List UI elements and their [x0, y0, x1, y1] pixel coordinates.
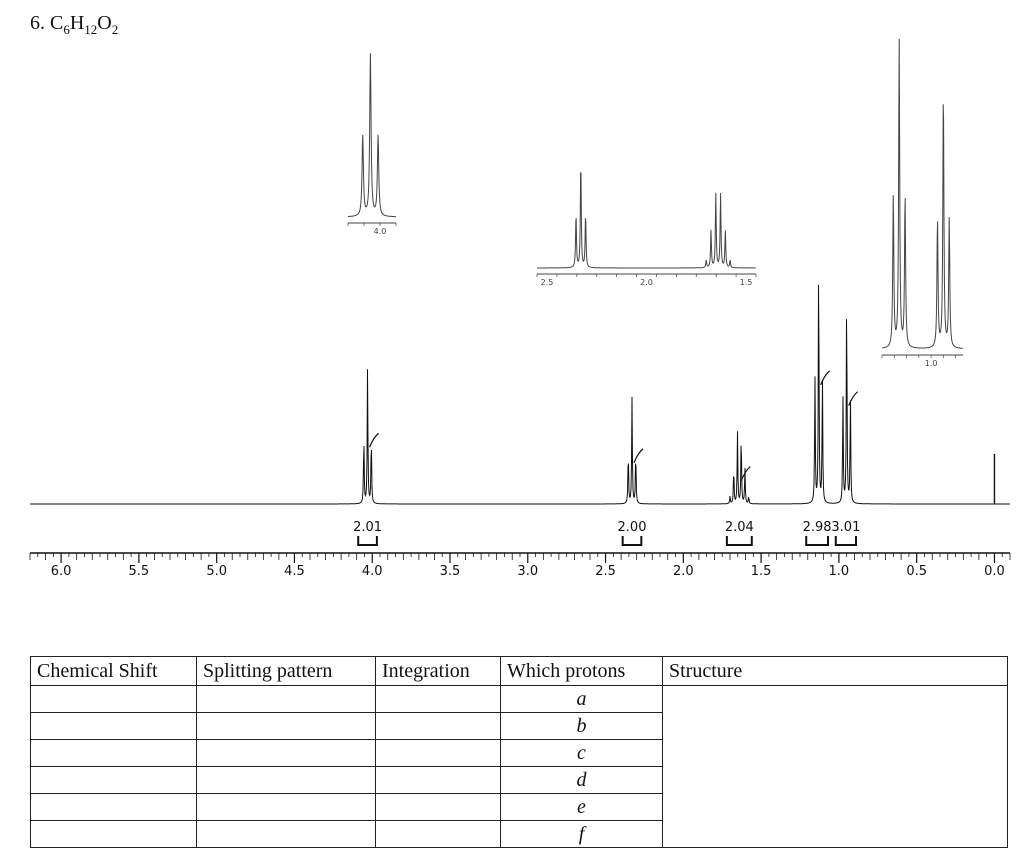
table-row: f: [30, 820, 1008, 848]
inset-tick-label: 1.5: [740, 278, 753, 287]
splitting-cell[interactable]: [196, 820, 376, 848]
column-header-splitting-pattern: Splitting pattern: [196, 656, 376, 686]
integration-cell[interactable]: [375, 685, 501, 713]
axis-tick-label: 5.5: [129, 564, 150, 579]
inset-tick-label: 2.0: [640, 278, 653, 287]
integration-label: 2.01: [353, 520, 382, 535]
integration-bracket: [834, 536, 857, 546]
integral-curve: [848, 391, 859, 406]
formula-element: O: [97, 12, 112, 34]
integration-bracket: [805, 536, 829, 546]
splitting-cell[interactable]: [196, 712, 376, 740]
inset-trace: [881, 38, 963, 349]
column-header-structure: Structure: [662, 656, 1008, 686]
inset-trace: [348, 53, 396, 218]
inset-3: 1.0: [881, 38, 963, 368]
expansion-insets: 4.0 2.5 2.0 1.5 1.0: [347, 38, 963, 368]
proton-label-cell: f: [500, 820, 663, 848]
table-header-row: Chemical Shift Splitting pattern Integrati…: [30, 656, 1008, 686]
column-header-which-protons: Which protons: [500, 656, 663, 686]
integration-cell[interactable]: [375, 820, 501, 848]
proton-label-cell: d: [500, 766, 663, 794]
integration-cell[interactable]: [375, 712, 501, 740]
table-row: e: [30, 793, 1008, 821]
axis-tick-label: 3.5: [440, 564, 461, 579]
chemical-shift-cell[interactable]: [30, 766, 197, 794]
integration-cell[interactable]: [375, 793, 501, 821]
splitting-cell[interactable]: [196, 685, 376, 713]
axis-tick-label: 6.0: [51, 564, 72, 579]
formula-element: H: [69, 12, 85, 34]
integral-curve: [633, 448, 644, 464]
inset-tick-label: 2.5: [541, 278, 554, 287]
inset-tick-label: 1.0: [925, 359, 938, 368]
problem-title: 6. C6H12O2: [30, 12, 118, 38]
answer-table: Chemical Shift Splitting pattern Integrati…: [30, 656, 1008, 848]
integration-cell[interactable]: [375, 766, 501, 794]
splitting-cell[interactable]: [196, 766, 376, 794]
axis-tick-label: 2.5: [595, 564, 616, 579]
molecular-formula: C6H12O2: [50, 12, 119, 37]
integral-curve: [820, 370, 831, 386]
problem-number: 6.: [30, 12, 45, 34]
proton-label-cell: b: [500, 712, 663, 740]
nmr-spectrum: 2.01 2.00 2.04 2.98 3.01 6.0 5.5 5.0 4.5 4.0 3.5 3…: [29, 38, 1011, 579]
inset-2: 2.5 2.0 1.5: [536, 172, 757, 287]
axis-tick-label: 0.0: [984, 564, 1005, 579]
splitting-cell[interactable]: [196, 739, 376, 767]
spectrum-trace: [30, 284, 1010, 505]
structure-cell[interactable]: [662, 685, 1008, 848]
integration-cell[interactable]: [375, 739, 501, 767]
formula-subscript: 2: [111, 22, 119, 37]
integration-label: 2.04: [725, 520, 754, 535]
table-row: a: [30, 685, 1008, 848]
proton-label-cell: c: [500, 739, 663, 767]
main-spectrum: [30, 284, 1010, 505]
table-row: c: [30, 739, 1008, 767]
inset-1: 4.0: [347, 53, 397, 236]
integration-markers: 2.01 2.00 2.04 2.98 3.01: [353, 520, 860, 546]
axis-tick-label: 1.0: [829, 564, 850, 579]
formula-subscript: 12: [84, 22, 98, 37]
column-header-chemical-shift: Chemical Shift: [30, 656, 197, 686]
axis-tick-label: 3.0: [517, 564, 538, 579]
axis-tick-label: 2.0: [673, 564, 694, 579]
formula-element: C: [50, 12, 64, 34]
formula-subscript: 6: [63, 22, 70, 37]
chemical-shift-cell[interactable]: [30, 793, 197, 821]
integral-curve: [368, 432, 379, 448]
axis-tick-label: 5.0: [206, 564, 227, 579]
chemical-shift-cell[interactable]: [30, 712, 197, 740]
integration-label: 3.01: [831, 520, 860, 535]
chemical-shift-cell[interactable]: [30, 820, 197, 848]
inset-tick-label: 4.0: [374, 227, 387, 236]
inset-trace: [537, 172, 756, 269]
axis-tick-label: 4.5: [284, 564, 305, 579]
integration-label: 2.00: [618, 520, 647, 535]
splitting-cell[interactable]: [196, 793, 376, 821]
column-header-integration: Integration: [375, 656, 501, 686]
integration-bracket: [357, 536, 378, 546]
integration-bracket: [621, 536, 643, 546]
proton-label-cell: e: [500, 793, 663, 821]
proton-label-cell: a: [500, 685, 663, 713]
integral-curve: [740, 466, 751, 481]
chemical-shift-cell[interactable]: [30, 685, 197, 713]
axis-tick-label: 0.5: [906, 564, 927, 579]
axis-tick-label: 4.0: [362, 564, 383, 579]
axis-tick-label: 1.5: [751, 564, 772, 579]
x-axis: 6.0 5.5 5.0 4.5 4.0 3.5 3.0 2.5 2.0 1.5 1.0 0.5 0.0: [29, 552, 1011, 579]
integration-bracket: [725, 536, 753, 546]
chemical-shift-cell[interactable]: [30, 739, 197, 767]
integration-label: 2.98: [803, 520, 832, 535]
